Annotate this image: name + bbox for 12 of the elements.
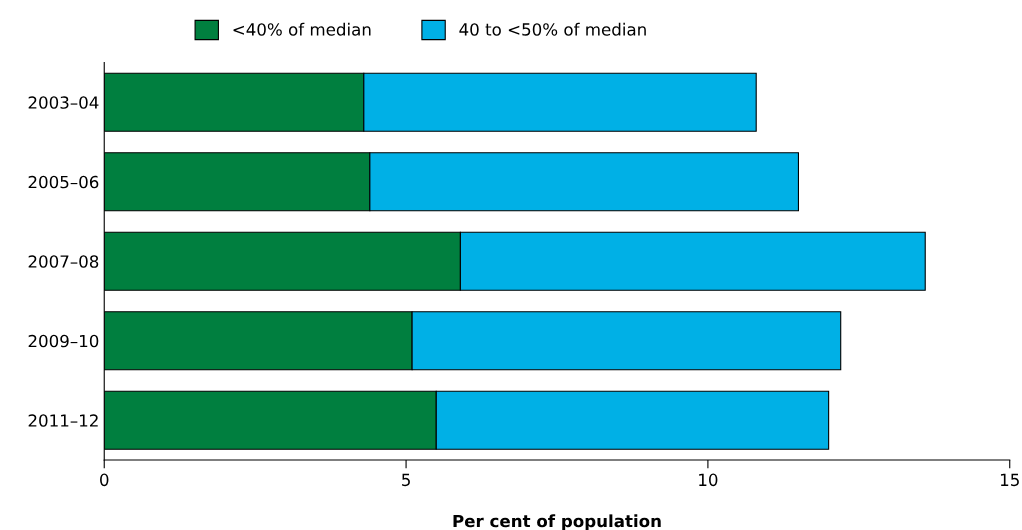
y-tick-label: 2003–04 <box>28 96 99 109</box>
y-tick-label: 2011–12 <box>28 414 98 427</box>
x-tick-label: 15 <box>1000 473 1019 487</box>
y-tick-label: 2005–06 <box>28 175 99 189</box>
x-tick-label: 0 <box>100 473 109 487</box>
x-tick-label: 10 <box>699 473 718 487</box>
legend-label: 40 to <50% of median <box>459 22 646 36</box>
legend-label: <40% of median <box>233 22 371 36</box>
y-tick-label: 2009–10 <box>28 334 99 348</box>
y-tick-label: 2007–08 <box>28 255 99 268</box>
x-axis-title: Per cent of population <box>453 514 661 530</box>
x-tick-label: 5 <box>402 473 410 487</box>
